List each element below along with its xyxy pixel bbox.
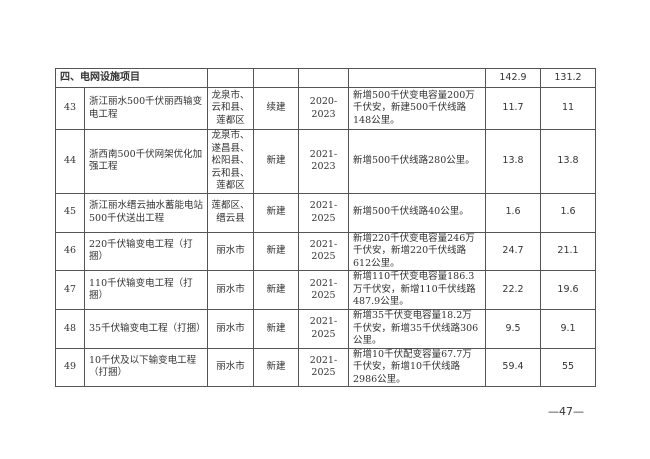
planned-investment: 19.6 <box>540 270 596 310</box>
total-investment: 22.2 <box>485 270 541 310</box>
section-row: 四、电网设施项目 142.9 131.2 <box>55 68 596 88</box>
planned-investment: 9.1 <box>540 309 596 349</box>
construction-period: 2021-2025 <box>298 347 349 387</box>
planned-investment: 1.6 <box>540 192 596 233</box>
construction-period: 2020-2023 <box>298 87 349 130</box>
row-number: 44 <box>55 129 85 194</box>
table-row: 48 35千伏输变电工程（打捆） 丽水市 新建 2021-2025 新增35千伏变电容量1… <box>55 309 596 349</box>
total-investment: 24.7 <box>485 231 541 271</box>
total-investment: 13.8 <box>485 129 541 194</box>
project-name: 110千伏输变电工程（打捆） <box>84 270 208 310</box>
project-content: 新增220千伏变电容量246万千伏安，新增220千伏线路612公里。 <box>348 231 486 271</box>
total-investment: 1.6 <box>485 192 541 233</box>
construction-type: 新建 <box>253 192 299 233</box>
project-area: 丽水市 <box>207 231 254 271</box>
project-table: 四、电网设施项目 142.9 131.2 43 浙江丽水500千伏丽西输变电工程龙… <box>55 68 596 387</box>
project-name: 浙江丽水缙云抽水蓄能电站500千伏送出工程 <box>84 192 208 233</box>
construction-type: 新建 <box>253 231 299 271</box>
section-total: 142.9 <box>485 68 541 88</box>
planned-investment: 13.8 <box>540 129 596 194</box>
planned-investment: 11 <box>540 87 596 130</box>
project-name: 35千伏输变电工程（打捆） <box>84 309 208 349</box>
construction-type: 新建 <box>253 129 299 194</box>
project-content: 新增35千伏变电容量18.2万千伏安，新增35千伏线路306公里。 <box>348 309 486 349</box>
project-name: 220千伏输变电工程（打捆） <box>84 231 208 271</box>
row-number: 49 <box>55 347 85 387</box>
total-investment: 11.7 <box>485 87 541 130</box>
project-content: 新增500千伏线路40公里。 <box>348 192 486 233</box>
project-area: 丽水市 <box>207 309 254 349</box>
construction-period: 2021-2023 <box>298 129 349 194</box>
row-number: 47 <box>55 270 85 310</box>
project-name: 浙西南500千伏网架优化加强工程 <box>84 129 208 194</box>
project-content: 新增10千伏配变容量67.7万千伏安，新增10千伏线路2986公里。 <box>348 347 486 387</box>
construction-type: 新建 <box>253 347 299 387</box>
row-number: 45 <box>55 192 85 233</box>
table-row: 49 10千伏及以下输变电工程（打捆） 丽水市 新建 2021-2025 新增10千伏配变… <box>55 347 596 387</box>
table-row: 47 110千伏输变电工程（打捆） 丽水市 新建 2021-2025 新增110千伏变电容… <box>55 270 596 310</box>
page-number: —47— <box>548 405 584 418</box>
project-area: 丽水市 <box>207 270 254 310</box>
row-number: 48 <box>55 309 85 349</box>
project-content: 新增500千伏变电容量200万千伏安，新建500千伏线路148公里。 <box>348 87 486 130</box>
construction-type: 新建 <box>253 270 299 310</box>
construction-period: 2021-2025 <box>298 192 349 233</box>
construction-type: 新建 <box>253 309 299 349</box>
planned-investment: 21.1 <box>540 231 596 271</box>
construction-period: 2021-2025 <box>298 309 349 349</box>
construction-period: 2021-2025 <box>298 231 349 271</box>
project-name: 浙江丽水500千伏丽西输变电工程 <box>84 87 208 130</box>
section-plan: 131.2 <box>540 68 596 88</box>
total-investment: 59.4 <box>485 347 541 387</box>
project-area: 龙泉市、云和县、莲都区 <box>207 87 254 130</box>
row-number: 46 <box>55 231 85 271</box>
project-area: 龙泉市、遂昌县、松阳县、云和县、莲都区 <box>207 129 254 194</box>
project-name: 10千伏及以下输变电工程（打捆） <box>84 347 208 387</box>
row-number: 43 <box>55 87 85 130</box>
project-content: 新增500千伏线路280公里。 <box>348 129 486 194</box>
construction-period: 2021-2025 <box>298 270 349 310</box>
planned-investment: 55 <box>540 347 596 387</box>
table-row: 44 浙西南500千伏网架优化加强工程 龙泉市、遂昌县、松阳县、云和县、莲都区 新建 2… <box>55 129 596 194</box>
section-title: 四、电网设施项目 <box>55 68 208 88</box>
project-content: 新增110千伏变电容量186.3万千伏安，新增110千伏线路487.9公里。 <box>348 270 486 310</box>
table-row: 43 浙江丽水500千伏丽西输变电工程 龙泉市、云和县、莲都区 续建 2020-2023… <box>55 87 596 130</box>
total-investment: 9.5 <box>485 309 541 349</box>
table-row: 45 浙江丽水缙云抽水蓄能电站500千伏送出工程 莲都区、缙云县 新建 2021-202… <box>55 192 596 233</box>
project-area: 丽水市 <box>207 347 254 387</box>
construction-type: 续建 <box>253 87 299 130</box>
project-area: 莲都区、缙云县 <box>207 192 254 233</box>
table-row: 46 220千伏输变电工程（打捆） 丽水市 新建 2021-2025 新增220千伏变电容… <box>55 231 596 271</box>
